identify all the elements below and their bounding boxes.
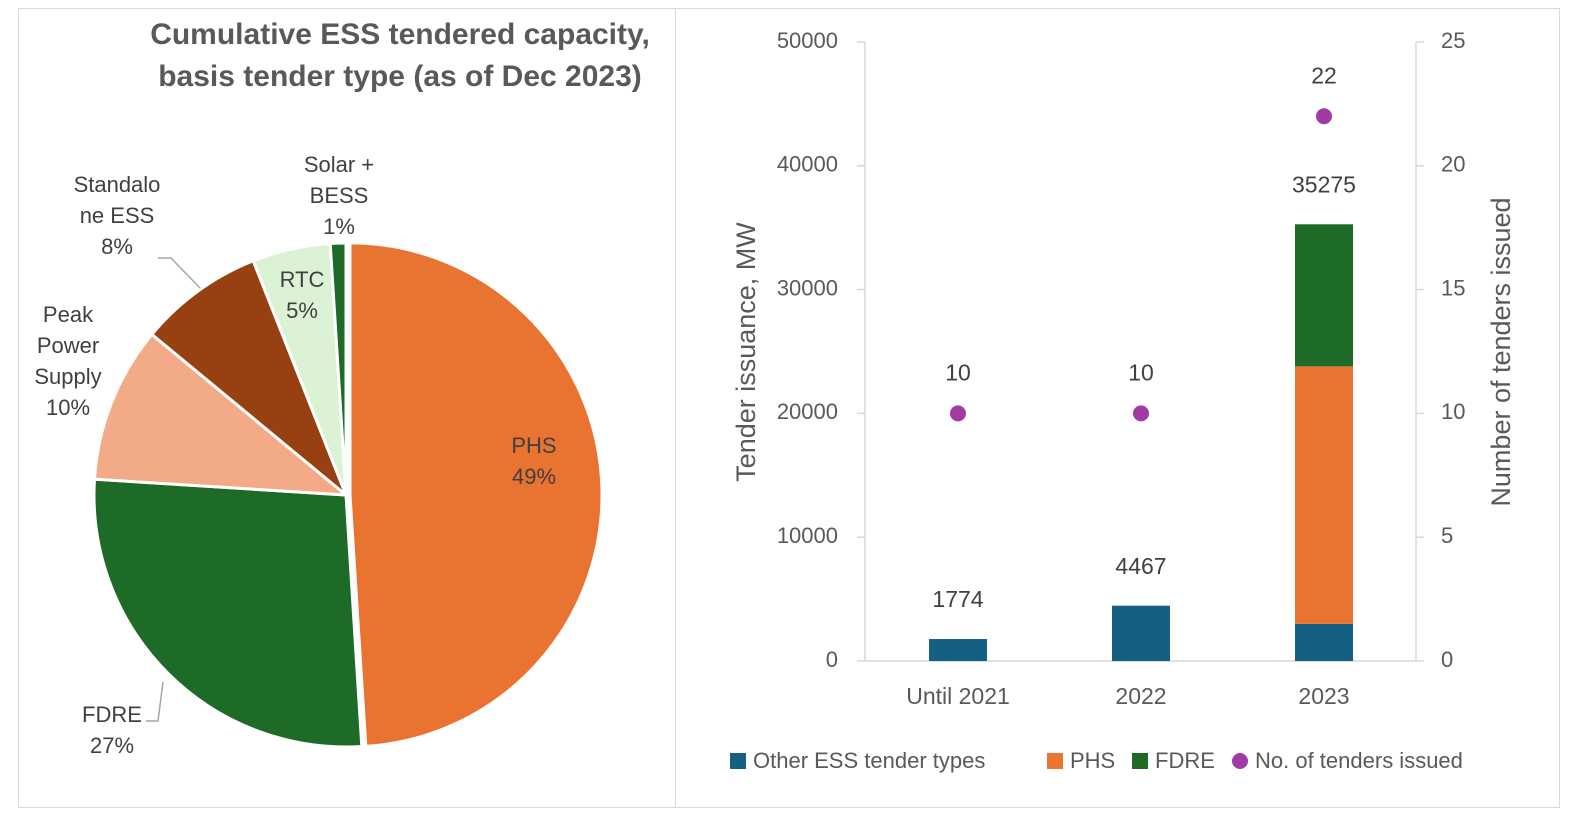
bar-total-label: 4467	[1115, 553, 1166, 579]
pie-label-fdre: FDRE 27%	[82, 702, 142, 758]
y2-tick-label: 5	[1441, 523, 1453, 548]
y2-tick-label: 0	[1441, 647, 1453, 672]
pie-label-phs-line: 49%	[512, 464, 556, 489]
pie-label-standalone: Standalo ne ESS 8%	[74, 172, 161, 259]
legend-swatch	[1047, 753, 1063, 769]
x-tick-label: 2022	[1115, 683, 1166, 709]
pie-label-solar-line: Solar +	[304, 152, 374, 177]
pie-label-phs: PHS 49%	[511, 433, 556, 489]
legend-swatch	[1132, 753, 1148, 769]
x-tick-label: 2023	[1298, 683, 1349, 709]
pie-label-fdre-line: 27%	[90, 733, 134, 758]
pie-slice-solar	[328, 241, 348, 497]
bar-total-label: 35275	[1292, 171, 1356, 197]
pie-slice-peak	[92, 332, 348, 497]
tender-count-point	[1133, 405, 1149, 422]
pie-label-rtc-line: 5%	[286, 298, 318, 323]
pie-label-standalone-line: Standalo	[74, 172, 161, 197]
bar-other	[929, 639, 987, 661]
legend-label: No. of tenders issued	[1255, 748, 1463, 773]
bar-fdre	[1295, 224, 1353, 367]
pie-label-standalone-line: ne ESS	[80, 203, 155, 228]
tender-count-point	[1316, 108, 1332, 125]
tender-count-label: 22	[1311, 62, 1337, 88]
y2-axis-title: Number of tenders issued	[1486, 197, 1516, 506]
y2-tick-label: 15	[1441, 275, 1465, 300]
y-tick-label: 50000	[777, 28, 838, 53]
y-axis-title: Tender issuance, MW	[731, 222, 761, 482]
y2-tick-label: 10	[1441, 399, 1465, 424]
legend-label: PHS	[1070, 748, 1115, 773]
pie-label-peak-line: Peak	[43, 302, 94, 327]
y-tick-label: 30000	[777, 275, 838, 300]
pie-label-peak-line: 10%	[46, 395, 90, 420]
fdre-leader-line	[146, 681, 164, 722]
pie-slice-phs	[348, 241, 604, 748]
pie-label-standalone-line: 8%	[101, 234, 133, 259]
legend-label: Other ESS tender types	[753, 748, 985, 773]
pie-label-rtc: RTC 5%	[280, 267, 325, 323]
y2-tick-label: 25	[1441, 28, 1465, 53]
pie-slice-standalone	[150, 259, 348, 497]
y-tick-label: 10000	[777, 523, 838, 548]
pie-label-rtc-line: RTC	[280, 267, 325, 292]
pie-label-solar-line: BESS	[310, 183, 369, 208]
pie-label-peak-line: Power	[37, 333, 99, 358]
y-tick-label: 0	[826, 647, 838, 672]
legend-swatch	[1232, 753, 1248, 769]
pie-slice-fdre	[92, 477, 364, 749]
pie-label-phs-line: PHS	[511, 433, 556, 458]
pie-label-solar-line: 1%	[323, 214, 355, 239]
y-tick-label: 40000	[777, 152, 838, 177]
tender-count-label: 10	[945, 359, 971, 385]
pie-label-peak-line: Supply	[34, 364, 101, 389]
standalone-leader-line	[158, 257, 201, 289]
pie-label-solar: Solar + BESS 1%	[304, 152, 374, 239]
bar-other	[1295, 623, 1353, 661]
bar-phs	[1295, 366, 1353, 624]
x-tick-label: Until 2021	[906, 683, 1010, 709]
tender-count-point	[950, 405, 966, 422]
pie-chart-title: Cumulative ESS tendered capacity, basis …	[150, 18, 650, 93]
bar-total-label: 1774	[932, 586, 983, 612]
y-tick-label: 20000	[777, 399, 838, 424]
y2-tick-label: 20	[1441, 152, 1465, 177]
tender-count-label: 10	[1128, 359, 1154, 385]
pie-label-peak: Peak Power Supply 10%	[34, 302, 101, 420]
bar-other	[1112, 605, 1170, 661]
legend-label: FDRE	[1155, 748, 1215, 773]
legend-swatch	[730, 753, 746, 769]
pie-chart: PHS 49% FDRE 27% Peak Power Supply 10% Standalo n…	[34, 152, 604, 758]
pie-label-fdre-line: FDRE	[82, 702, 142, 727]
bar-chart-panel	[675, 8, 1560, 808]
